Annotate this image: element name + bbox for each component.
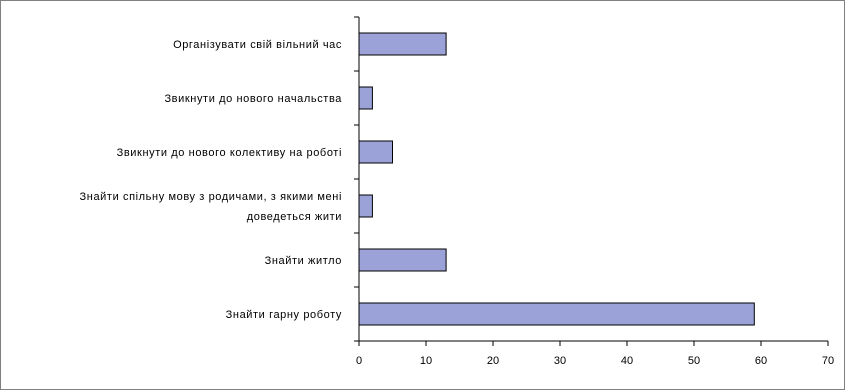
x-tick-label-7: 70: [822, 355, 834, 367]
category-label-1: Звикнути до нового начальства: [164, 93, 342, 105]
category-label-2: Звикнути до нового колективу на роботі: [117, 147, 342, 159]
category-label-5: Знайти гарну роботу: [226, 309, 342, 321]
x-tick-label-5: 50: [688, 355, 700, 367]
category-label-3-line-0: Знайти спільну мову з родичами, з якими …: [80, 191, 342, 203]
bar-2: [358, 140, 393, 164]
x-tick-label-1: 10: [420, 355, 432, 367]
category-label-4: Знайти житло: [265, 255, 342, 267]
x-tick-label-6: 60: [755, 355, 767, 367]
x-tick-label-0: 0: [356, 355, 362, 367]
x-tick-label-3: 30: [554, 355, 566, 367]
bar-4: [358, 248, 447, 272]
bar-0: [358, 32, 447, 56]
bar-5: [358, 302, 755, 326]
bar-1: [358, 86, 373, 110]
x-tick-label-2: 20: [487, 355, 499, 367]
bar-3: [358, 194, 373, 218]
x-tick-label-4: 40: [621, 355, 633, 367]
category-label-0: Організувати свій вільний час: [173, 39, 342, 51]
category-label-3-line-1: доведеться жити: [247, 211, 342, 223]
